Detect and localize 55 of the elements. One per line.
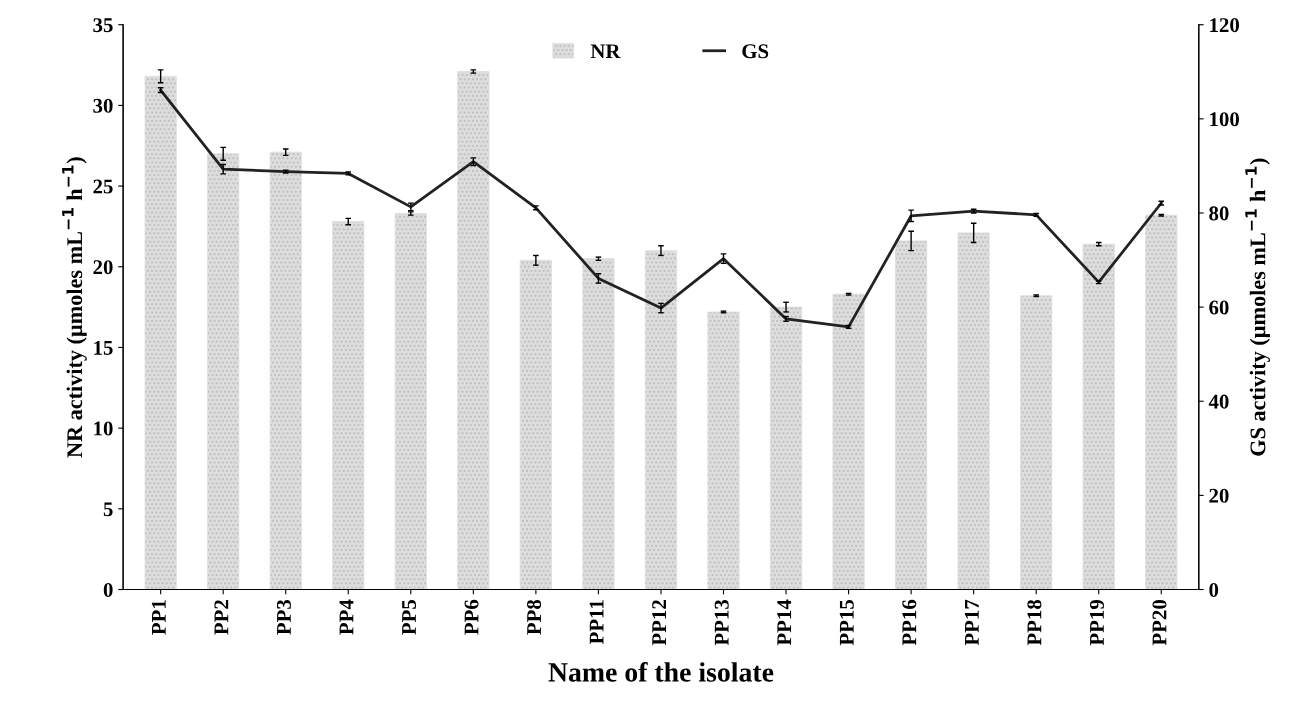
legend-label: NR [590,44,621,59]
bar [1082,243,1115,590]
y-tick-label: 10 [94,421,113,436]
x-tick-label: PP16 [902,599,917,646]
y-tick-label: 30 [93,98,113,113]
y2-tick-label: 0 [1209,582,1219,597]
y2-tick-label: 80 [1209,206,1229,221]
y2-tick-label: 60 [1209,300,1229,315]
bar [144,75,177,590]
y-tick-label: 5 [103,502,113,517]
x-tick-label: PP12 [652,600,666,646]
y2-tick-label: 20 [1209,488,1229,503]
bar [269,151,302,590]
x-tick-label: PP13 [714,599,729,646]
x-tick-label: PP19 [1089,599,1104,646]
bar [394,213,427,590]
legend-label: GS [742,44,769,59]
x-axis-title: Name of the isolate [548,661,774,682]
bar [457,71,490,590]
y2-tick-label: 40 [1208,394,1229,409]
y2-tick-label: 120 [1210,18,1239,33]
x-tick-label: PP17 [964,599,979,646]
bar [1145,214,1178,590]
bar [644,250,678,590]
x-tick-label: PP4 [339,599,354,635]
line-series [159,88,1163,329]
x-tick-label: PP1 [151,600,166,635]
y-tick-label: 0 [103,582,113,597]
bar [895,240,928,590]
y-axis-title: NR activity (µmoles mL$^{−1}$ h$^{−1}$) [62,157,87,458]
x-tick-label: PP5 [402,599,417,635]
x-tick-label: PP18 [1027,599,1042,646]
bar [769,306,803,590]
bar [832,293,865,590]
y2-tick-label: 100 [1210,112,1239,127]
x-tick-label: PP15 [839,599,854,646]
y-tick-label: 25 [93,179,113,194]
x-tick-label: PP20 [1152,600,1167,646]
bar [519,259,552,590]
y-tick-label: 35 [93,18,113,33]
y-tick-label: 20 [93,260,113,275]
bar [957,232,990,590]
bar [207,153,240,590]
bar [1020,295,1053,590]
x-tick-label: PP11 [589,600,604,645]
bar [582,258,615,590]
y-tick-label: 15 [94,340,113,355]
bar [707,311,740,590]
x-tick-label: PP14 [777,599,792,646]
y2-axis-title: GS activity (µmoles mL$^{−1}$ h$^{−1}$) [1245,158,1270,456]
x-tick-label: PP2 [214,600,229,635]
x-tick-label: PP6 [464,599,479,635]
bar [332,221,365,590]
x-tick-label: PP8 [527,599,542,635]
x-tick-label: PP3 [276,599,291,635]
